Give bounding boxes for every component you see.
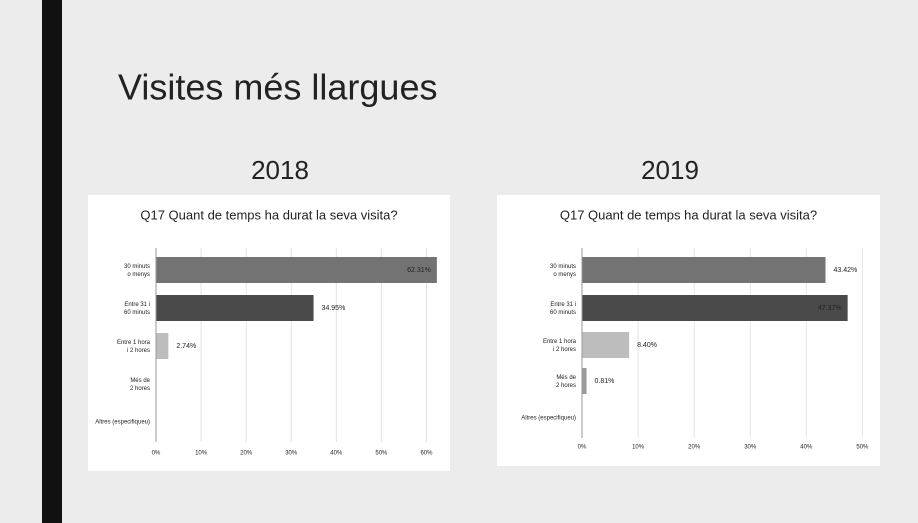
bar	[582, 332, 630, 358]
x-tick-label: 50%	[856, 445, 869, 451]
bar	[156, 257, 437, 283]
value-label: 8.40%	[637, 342, 657, 349]
chart-heading: 2018	[251, 155, 309, 185]
category-label: Entre 1 hora i 2 hores	[117, 340, 151, 354]
value-label: 0.81%	[595, 378, 615, 385]
category-label: Entre 1 hora i 2 hores	[543, 339, 577, 353]
value-label: 62.31%	[407, 267, 431, 274]
category-label: Entre 31 i 60 minuts	[122, 302, 150, 316]
bar	[582, 368, 587, 394]
chart-title: Q17 Quant de temps ha durat la seva visi…	[140, 207, 397, 222]
x-tick-label: 0%	[152, 451, 161, 457]
chart-title: Q17 Quant de temps ha durat la seva visi…	[560, 207, 817, 222]
x-tick-label: 30%	[744, 445, 757, 451]
chart-panel	[88, 195, 450, 471]
value-label: 43.42%	[833, 267, 857, 274]
category-label: Més de 2 hores	[128, 378, 150, 392]
x-tick-label: 40%	[330, 451, 343, 457]
x-tick-label: 10%	[195, 451, 208, 457]
bar	[582, 295, 848, 321]
x-tick-label: 40%	[800, 445, 813, 451]
value-label: 47.37%	[818, 305, 842, 312]
category-label: 30 minuts o menys	[124, 264, 150, 278]
value-label: 2.74%	[176, 343, 196, 350]
category-label: 30 minuts o menys	[550, 264, 576, 278]
category-label: Altres (especifiqueu)	[521, 416, 576, 422]
x-tick-label: 30%	[285, 451, 298, 457]
x-tick-label: 60%	[420, 451, 433, 457]
x-tick-label: 20%	[240, 451, 253, 457]
value-label: 34.95%	[322, 305, 346, 312]
chart-panel	[497, 195, 880, 466]
bar	[156, 295, 314, 321]
category-label: Entre 31 i 60 minuts	[548, 302, 576, 316]
side-bar	[42, 0, 62, 523]
chart-heading: 2019	[641, 155, 699, 185]
bar	[582, 257, 826, 283]
category-label: Més de 2 hores	[554, 375, 576, 389]
category-label: Altres (especifiqueu)	[95, 420, 150, 426]
x-tick-label: 0%	[578, 445, 587, 451]
x-tick-label: 20%	[688, 445, 701, 451]
bar	[156, 333, 169, 359]
slide-title: Visites més llargues	[118, 67, 437, 108]
x-tick-label: 10%	[632, 445, 645, 451]
x-tick-label: 50%	[375, 451, 388, 457]
